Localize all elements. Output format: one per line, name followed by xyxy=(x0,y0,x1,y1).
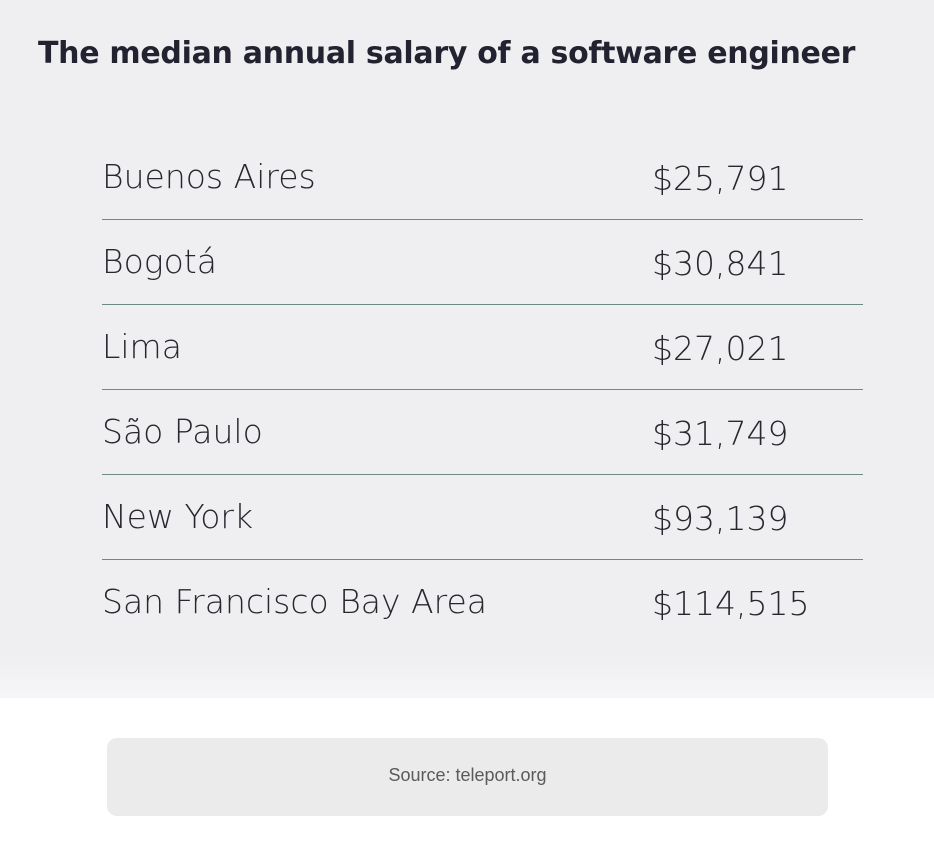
row-divider xyxy=(102,304,863,305)
city-label: Lima xyxy=(102,327,182,366)
row-divider xyxy=(102,474,863,475)
row-divider xyxy=(102,559,863,560)
city-label: New York xyxy=(102,497,254,536)
salary-value: $114,515 xyxy=(652,584,810,623)
table-row: São Paulo $31,749 xyxy=(102,390,863,475)
salary-table: Buenos Aires $25,791 Bogotá $30,841 Lima $27,… xyxy=(102,135,863,645)
source-text: Source: teleport.org xyxy=(388,765,547,785)
chart-panel: The median annual salary of a software e… xyxy=(0,0,934,698)
table-row: Bogotá $30,841 xyxy=(102,220,863,305)
city-label: San Francisco Bay Area xyxy=(102,582,487,621)
city-label: Buenos Aires xyxy=(102,157,316,196)
salary-value: $30,841 xyxy=(652,244,789,283)
table-row: Buenos Aires $25,791 xyxy=(102,135,863,220)
table-row: New York $93,139 xyxy=(102,475,863,560)
panel-fade xyxy=(0,655,934,698)
chart-title: The median annual salary of a software e… xyxy=(38,36,856,71)
salary-value: $25,791 xyxy=(652,159,789,198)
row-divider xyxy=(102,219,863,220)
salary-value: $31,749 xyxy=(652,414,789,453)
table-row: San Francisco Bay Area $114,515 xyxy=(102,560,863,645)
row-divider xyxy=(102,389,863,390)
city-label: São Paulo xyxy=(102,412,263,451)
source-box: Source: teleport.org xyxy=(107,738,828,816)
salary-value: $27,021 xyxy=(652,329,789,368)
salary-value: $93,139 xyxy=(652,499,789,538)
table-row: Lima $27,021 xyxy=(102,305,863,390)
city-label: Bogotá xyxy=(102,242,217,281)
